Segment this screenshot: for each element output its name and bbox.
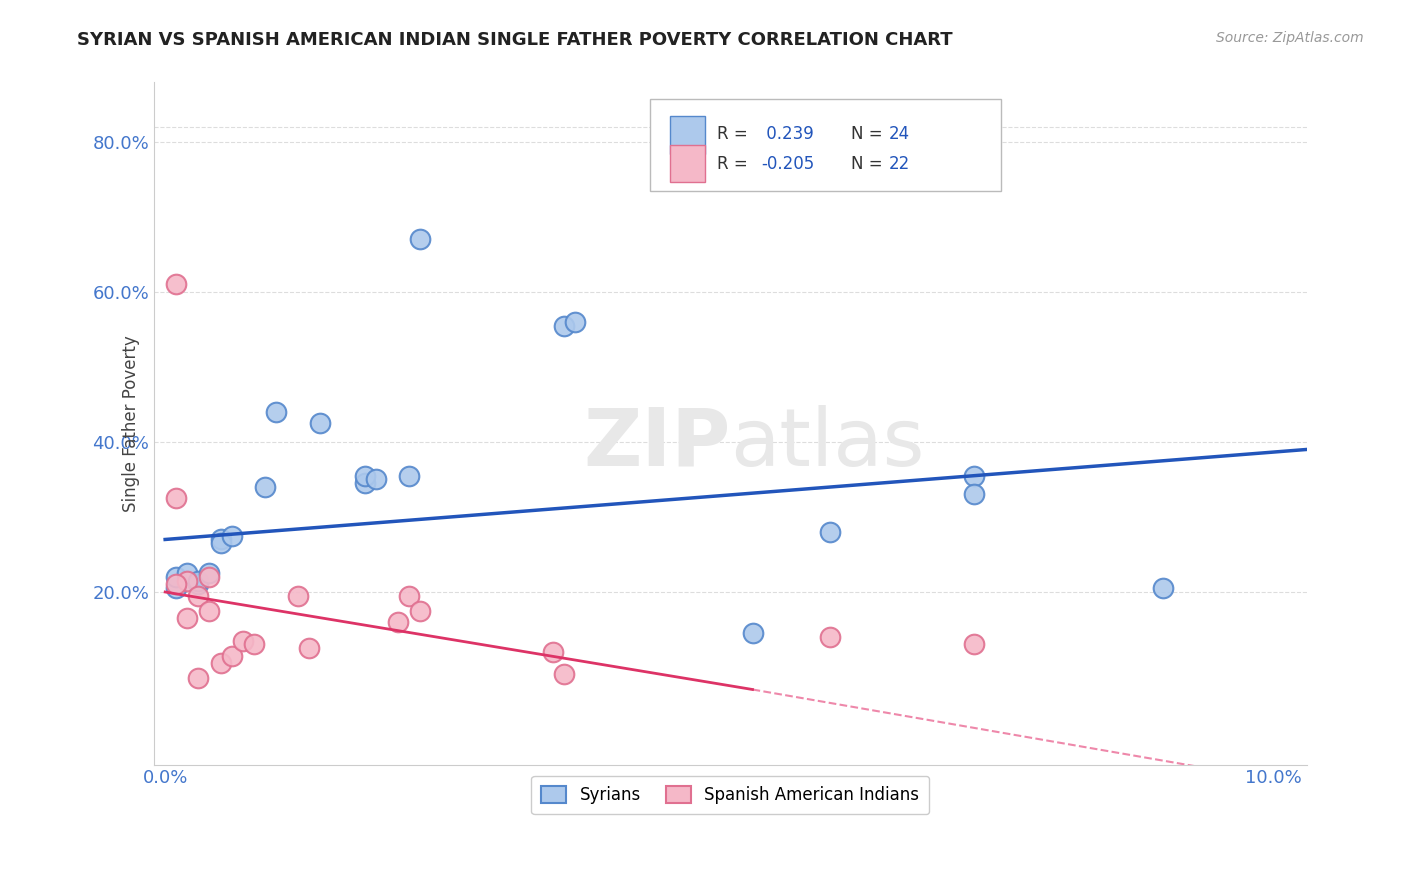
Point — [176, 566, 198, 581]
Point — [165, 577, 187, 591]
Point — [253, 480, 276, 494]
Point — [221, 529, 243, 543]
Point — [963, 468, 986, 483]
Point — [165, 581, 187, 595]
Point — [243, 638, 266, 652]
Point — [364, 473, 387, 487]
Point — [398, 468, 420, 483]
Point — [564, 315, 586, 329]
FancyBboxPatch shape — [671, 116, 704, 153]
Point — [298, 641, 321, 656]
Point — [353, 468, 375, 483]
Text: atlas: atlas — [730, 405, 925, 483]
Text: 22: 22 — [889, 155, 910, 173]
FancyBboxPatch shape — [650, 99, 1001, 191]
Y-axis label: Single Father Poverty: Single Father Poverty — [122, 334, 141, 512]
Point — [209, 536, 232, 550]
Point — [387, 615, 409, 629]
Point — [176, 611, 198, 625]
Point — [409, 232, 432, 246]
Text: -0.205: -0.205 — [762, 155, 814, 173]
Point — [165, 491, 187, 506]
Point — [187, 589, 209, 603]
Point — [165, 570, 187, 584]
Point — [198, 604, 221, 618]
Point — [553, 667, 575, 681]
Text: N =: N = — [852, 155, 883, 173]
Text: R =: R = — [717, 155, 747, 173]
Point — [165, 277, 187, 292]
Point — [353, 476, 375, 491]
Point — [541, 645, 564, 659]
Point — [198, 566, 221, 581]
Text: ZIP: ZIP — [583, 405, 730, 483]
Point — [963, 487, 986, 501]
Point — [187, 577, 209, 591]
Point — [264, 405, 287, 419]
Point — [232, 633, 254, 648]
Legend: Syrians, Spanish American Indians: Syrians, Spanish American Indians — [531, 776, 929, 814]
Point — [309, 416, 332, 430]
Point — [221, 648, 243, 663]
Point — [741, 626, 763, 640]
Text: 0.239: 0.239 — [762, 125, 814, 143]
Point — [963, 638, 986, 652]
Text: 24: 24 — [889, 125, 910, 143]
Point — [818, 630, 841, 644]
Text: N =: N = — [852, 125, 883, 143]
Point — [1152, 581, 1174, 595]
Point — [409, 604, 432, 618]
Point — [398, 589, 420, 603]
Point — [287, 589, 309, 603]
Point — [553, 318, 575, 333]
Text: Source: ZipAtlas.com: Source: ZipAtlas.com — [1216, 31, 1364, 45]
Text: SYRIAN VS SPANISH AMERICAN INDIAN SINGLE FATHER POVERTY CORRELATION CHART: SYRIAN VS SPANISH AMERICAN INDIAN SINGLE… — [77, 31, 953, 49]
Point — [187, 574, 209, 588]
Point — [176, 574, 198, 588]
Text: R =: R = — [717, 125, 747, 143]
FancyBboxPatch shape — [671, 145, 704, 182]
Point — [818, 524, 841, 539]
Point — [209, 657, 232, 671]
Point — [198, 570, 221, 584]
Point — [209, 533, 232, 547]
Point — [187, 671, 209, 685]
